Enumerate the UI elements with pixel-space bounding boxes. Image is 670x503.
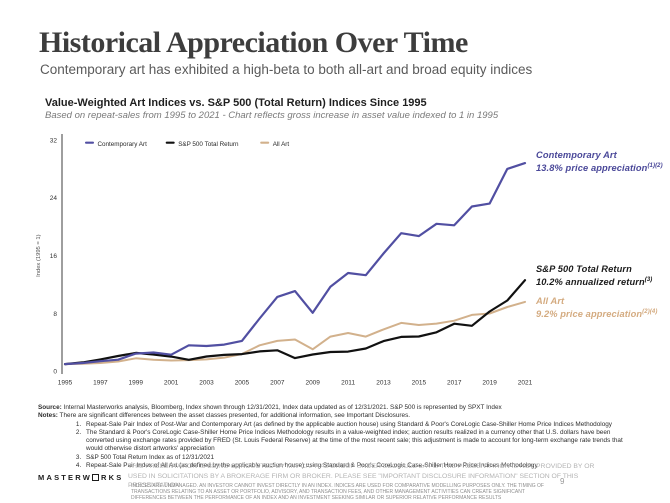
note-item: Repeat-Sale Pair Index of All Art (as de… [83, 462, 638, 470]
fine-print-text: INDICES ARE UNMANAGED. AN INVESTOR CANNO… [131, 483, 544, 501]
y-tick-label: 0 [53, 369, 57, 376]
line-chart: 0 8 16 24 32 1995 1997 1999 2001 2003 2005 2007 2009… [0, 128, 670, 398]
x-tick-label: 2013 [376, 380, 391, 387]
logo-o-square-icon [92, 473, 100, 481]
note-item: Repeat-Sale Pair Index of Post-War and C… [83, 421, 638, 429]
annotation-line: 13.8% price appreciation(1)(2) [536, 163, 663, 174]
series-line-all-art [64, 300, 526, 366]
page-subtitle: Contemporary art has exhibited a high-be… [40, 62, 533, 77]
legend-item-1: S&P 500 Total Return [178, 141, 239, 148]
source-label: Source: [38, 404, 62, 411]
page-title: Historical Appreciation Over Time [39, 26, 468, 59]
masterworks-logo: MASTERW RKS [38, 473, 124, 482]
page-number: 9 [560, 477, 565, 486]
annotation-all-art: All Art 9.2% price appreciation(2)(4) [536, 296, 657, 320]
x-tick-label: 2005 [235, 380, 250, 387]
series-line-contemporary-art [63, 161, 527, 366]
annotation-line: 9.2% price appreciation(2)(4) [536, 309, 658, 320]
annotation-line: All Art [536, 296, 565, 306]
annotation-line: 10.2% annualized return(3) [536, 277, 653, 288]
x-tick-label: 2009 [305, 380, 320, 387]
x-tick-label: 2021 [518, 380, 533, 387]
legend-swatch-icon [85, 141, 94, 144]
x-tick-label: 2007 [270, 380, 285, 387]
chart-canvas: 0 8 16 24 32 1995 1997 1999 2001 2003 2005 2007 2009… [36, 134, 533, 387]
source-line: Source: Internal Masterworks analysis, B… [38, 404, 502, 411]
footnote-ref: (1)(2) [647, 163, 663, 169]
y-tick-label: 24 [50, 195, 58, 202]
x-tick-label: 1997 [93, 380, 108, 387]
x-tick-label: 1999 [129, 380, 144, 387]
annotation-line: Contemporary Art [536, 150, 617, 160]
disclaimer-text: THIS PRESENTATION IS BEING CONDUCTED BY … [128, 463, 595, 490]
annotation-sp500: S&P 500 Total Return 10.2% annualized re… [536, 264, 652, 288]
y-tick-label: 16 [50, 253, 58, 260]
legend-swatch-icon [260, 141, 270, 144]
x-tick-label: 2011 [341, 380, 355, 387]
footnote-ref: (3) [644, 277, 653, 283]
y-tick-label: 32 [50, 137, 58, 144]
annotation-line: S&P 500 Total Return [536, 264, 632, 274]
legend-item-0: Contemporary Art [98, 141, 148, 148]
note-item: S&P 500 Total Return Index as of 12/31/2… [83, 454, 638, 462]
x-tick-label: 2003 [199, 380, 214, 387]
footnotes-block: Source: Internal Masterworks analysis, B… [38, 404, 638, 470]
x-tick-label: 2019 [482, 380, 497, 387]
legend-swatch-icon [165, 141, 175, 144]
notes-label: Notes: [38, 412, 58, 420]
annotation-contemporary-art: Contemporary Art 13.8% price appreciatio… [536, 150, 663, 174]
x-tick-label: 2017 [447, 380, 462, 387]
x-tick-label: 1995 [58, 380, 73, 387]
y-axis-title: Index (1995 = 1) [36, 234, 42, 276]
note-item: The Standard & Poor's CoreLogic Case-Shi… [83, 429, 638, 454]
x-tick-label: 2015 [412, 380, 427, 387]
legend-item-2: All Art [273, 141, 290, 148]
footnote-ref: (2)(4) [642, 309, 658, 315]
numbered-notes-list: Repeat-Sale Pair Index of Post-War and C… [38, 421, 638, 471]
x-tick-label: 2001 [164, 380, 179, 387]
chart-subtitle: Based on repeat-sales from 1995 to 2021 … [45, 110, 499, 121]
notes-line: Notes: There are significant differences… [38, 412, 411, 420]
y-tick-label: 8 [53, 311, 57, 318]
chart-title: Value-Weighted Art Indices vs. S&P 500 (… [45, 97, 427, 109]
